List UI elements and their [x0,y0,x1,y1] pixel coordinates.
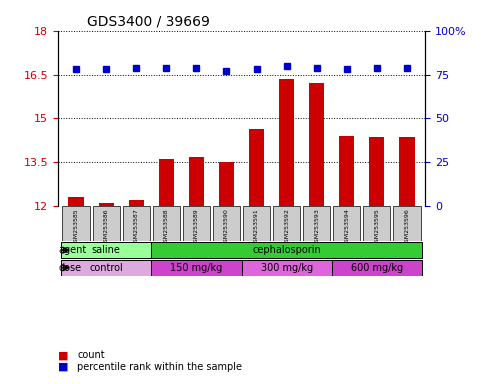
Text: ■: ■ [58,362,69,372]
FancyBboxPatch shape [183,206,210,242]
Text: GDS3400 / 39669: GDS3400 / 39669 [87,14,210,28]
Bar [339,136,355,384]
Text: GSM253591: GSM253591 [254,208,259,246]
Bar [249,129,264,384]
FancyBboxPatch shape [123,206,150,242]
Text: GSM253594: GSM253594 [344,208,349,246]
FancyBboxPatch shape [93,206,120,242]
Text: count: count [77,350,105,360]
Bar [369,137,384,384]
Bar [128,200,144,384]
Text: ■: ■ [58,350,69,360]
Text: GSM253585: GSM253585 [73,208,79,246]
Text: GSM253592: GSM253592 [284,208,289,246]
FancyBboxPatch shape [62,206,89,242]
FancyBboxPatch shape [243,206,270,242]
FancyBboxPatch shape [61,242,151,258]
Bar [279,79,294,384]
Text: GSM253586: GSM253586 [103,208,109,246]
Text: GSM253595: GSM253595 [374,208,380,246]
Text: saline: saline [92,245,121,255]
Text: 300 mg/kg: 300 mg/kg [260,263,313,273]
Bar [99,204,114,384]
FancyBboxPatch shape [242,260,332,276]
FancyBboxPatch shape [273,206,300,242]
FancyBboxPatch shape [213,206,240,242]
Bar [189,157,204,384]
Text: GSM253587: GSM253587 [134,208,139,246]
Bar [159,159,174,384]
Text: cephalosporin: cephalosporin [252,245,321,255]
Bar [69,197,84,384]
FancyBboxPatch shape [303,206,330,242]
Text: dose: dose [58,263,82,273]
Text: GSM253590: GSM253590 [224,208,229,246]
FancyBboxPatch shape [151,242,422,258]
FancyBboxPatch shape [151,260,242,276]
Text: agent: agent [58,245,87,255]
FancyBboxPatch shape [394,206,421,242]
Bar [219,162,234,384]
Text: GSM253589: GSM253589 [194,208,199,246]
Bar [399,137,414,384]
FancyBboxPatch shape [333,206,360,242]
Text: 600 mg/kg: 600 mg/kg [351,263,403,273]
Text: GSM253588: GSM253588 [164,208,169,246]
FancyBboxPatch shape [61,260,151,276]
FancyBboxPatch shape [153,206,180,242]
FancyBboxPatch shape [363,206,390,242]
Text: 150 mg/kg: 150 mg/kg [170,263,223,273]
FancyBboxPatch shape [332,260,422,276]
Text: GSM253596: GSM253596 [404,208,410,246]
Text: percentile rank within the sample: percentile rank within the sample [77,362,242,372]
Text: control: control [89,263,123,273]
Bar [309,83,324,384]
Text: GSM253593: GSM253593 [314,208,319,246]
